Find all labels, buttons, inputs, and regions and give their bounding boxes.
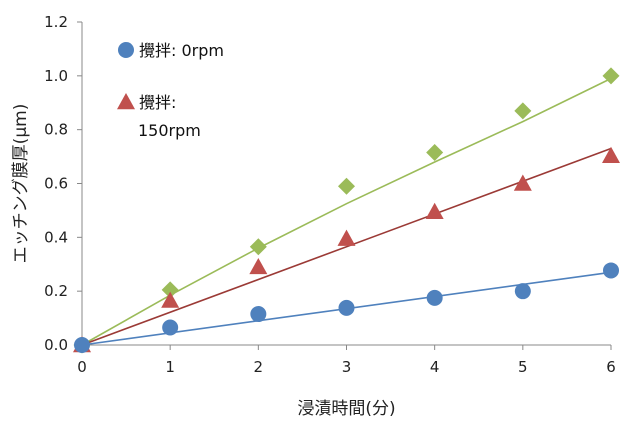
x-tick-label: 3 [342,358,352,376]
axes: 0 1 2 3 4 5 6 0.0 0.2 0.4 0.6 0.8 1.0 1.2 [44,13,616,376]
data-point-series-3 [338,177,355,195]
data-point-series-2 [337,229,356,246]
data-point-series-2 [602,146,620,163]
x-axis-title: 浸漬時間(分) [297,399,395,419]
y-tick-label: 1.0 [44,67,68,85]
data-point-series-1 [514,283,531,300]
data-point-series-1 [603,262,619,279]
data-point-series-3 [602,67,620,85]
y-tick-label: 0.6 [44,175,68,193]
data-point-series-3 [161,281,179,299]
data-point-series-3 [249,238,267,256]
x-tick-label: 4 [430,358,440,376]
data-markers [73,67,620,354]
data-point-series-3 [514,102,532,120]
legend-marker-1 [118,42,134,58]
data-point-series-2 [161,291,180,308]
data-point-series-1 [162,319,179,336]
x-tick-label: 6 [606,358,616,376]
data-point-series-1 [74,337,90,353]
legend-label-1: 攪拌: 0rpm [139,41,224,60]
legend: 攪拌: 0rpm 攪拌: 150rpm [117,41,224,140]
y-tick-label: 0.8 [44,121,68,139]
data-point-series-1 [338,299,355,316]
legend-label-2: 150rpm [138,121,201,140]
data-point-series-2 [249,257,268,275]
legend-label-2: 攪拌: [139,93,176,112]
x-tick-label: 5 [518,358,528,376]
x-tick-label: 1 [165,358,175,376]
x-tick-label: 0 [77,358,87,376]
y-axis-title: エッチング膜厚(μm) [11,104,31,264]
data-point-series-2 [513,174,532,191]
data-point-series-1 [426,289,443,306]
x-tick-label: 2 [254,358,264,376]
data-point-series-3 [426,144,444,162]
y-tick-label: 0.0 [44,336,68,354]
y-tick-label: 1.2 [44,13,68,31]
data-point-series-2 [425,202,444,219]
legend-marker-2 [117,93,135,110]
data-point-series-1 [250,306,267,323]
y-tick-label: 0.2 [44,282,68,300]
y-tick-label: 0.4 [44,228,68,246]
